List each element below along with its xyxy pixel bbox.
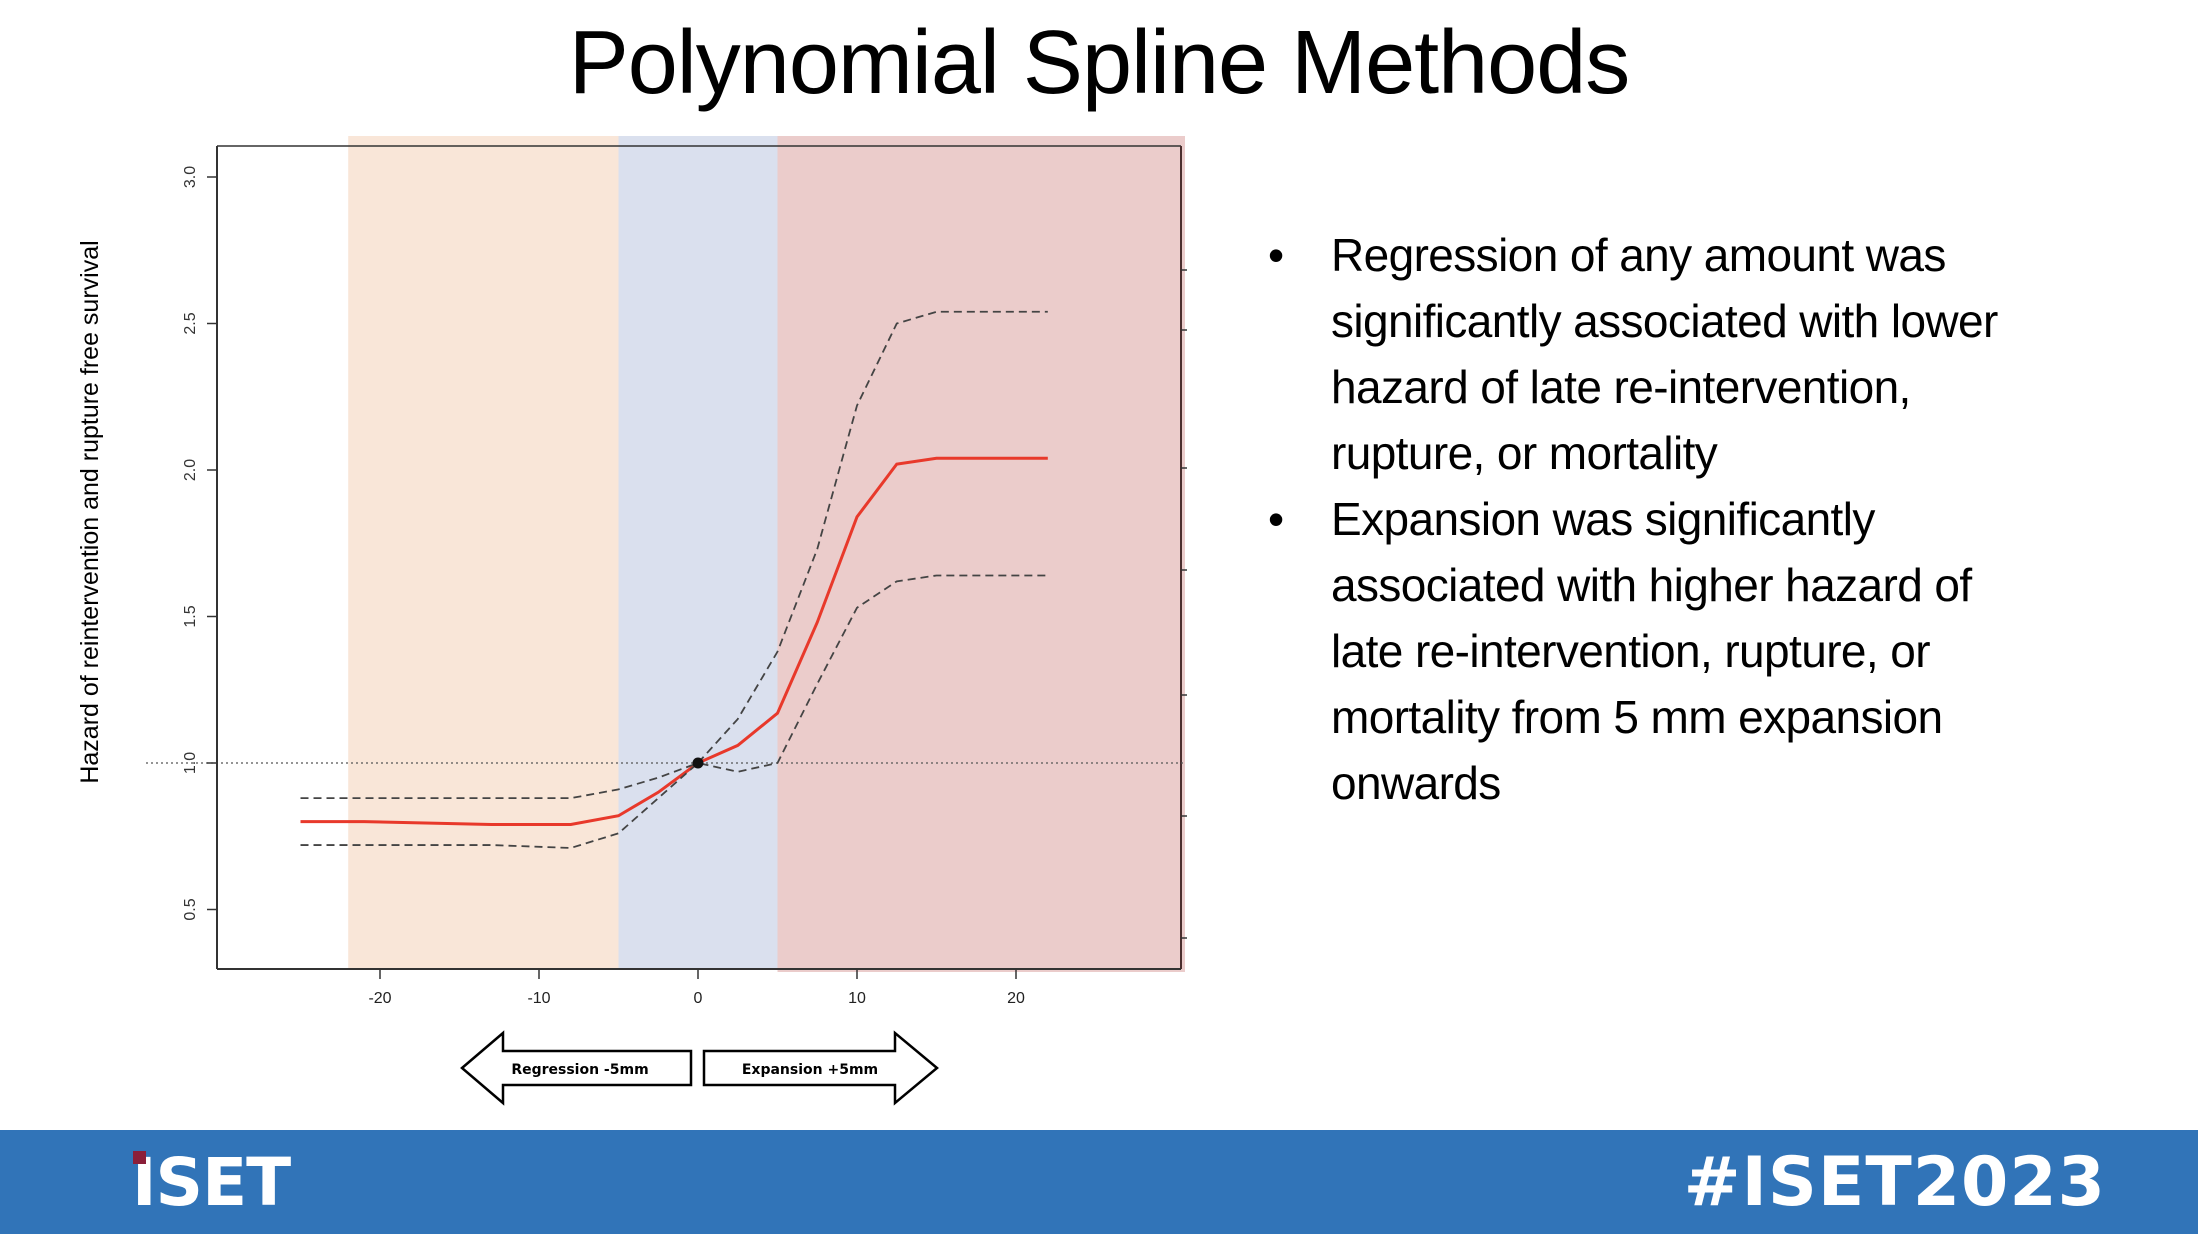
reference-point-icon bbox=[692, 757, 704, 769]
bullet-line: significantly associated with lower bbox=[1331, 295, 1998, 347]
logo-accent-icon bbox=[133, 1151, 146, 1164]
axes: 0.5 1.0 1.5 2.0 2.5 3.0 -20 -10 0 10 20 bbox=[182, 146, 1181, 1007]
data-series bbox=[300, 310, 1048, 849]
x-tick-label: 10 bbox=[848, 990, 866, 1007]
bullet-item: • Expansion was significantly associated… bbox=[1268, 486, 2168, 816]
y-tick-label: 1.5 bbox=[182, 605, 199, 627]
bullet-icon: • bbox=[1268, 493, 1284, 545]
y-axis-label: Hazard of reintervention and rupture fre… bbox=[76, 240, 104, 783]
bullet-line: mortality from 5 mm expansion bbox=[1331, 691, 1943, 743]
bullet-list: • Regression of any amount was significa… bbox=[1268, 222, 2168, 816]
bullet-item: • Regression of any amount was significa… bbox=[1268, 222, 2168, 486]
expansion-arrow: Expansion +5mm bbox=[702, 1030, 939, 1106]
x-tick-label: -20 bbox=[368, 990, 391, 1007]
bullet-icon: • bbox=[1268, 229, 1284, 281]
x-tick-label: 20 bbox=[1007, 990, 1025, 1007]
bullet-line: Expansion was significantly bbox=[1331, 493, 1875, 545]
region-bands bbox=[348, 136, 1185, 972]
bullet-line: onwards bbox=[1331, 757, 1501, 809]
y-tick-label: 3.0 bbox=[182, 166, 199, 188]
iset-logo: ISET bbox=[132, 1144, 291, 1221]
region-expansion bbox=[777, 136, 1185, 972]
series-upper-95-ci bbox=[300, 310, 1048, 800]
plot-frame bbox=[217, 145, 1187, 969]
x-tick-label: 0 bbox=[694, 990, 703, 1007]
y-tick-label: 1.0 bbox=[182, 752, 199, 774]
bullet-line: hazard of late re-intervention, bbox=[1331, 361, 1911, 413]
arrow-left-icon bbox=[460, 1030, 693, 1106]
region-regression bbox=[348, 136, 619, 969]
bullet-line: late re-intervention, rupture, or bbox=[1331, 625, 1931, 677]
y-tick-label: 2.0 bbox=[182, 459, 199, 481]
regression-label: Regression -5mm bbox=[511, 1062, 648, 1078]
series-hazard-ratio bbox=[300, 456, 1048, 827]
y-tick-label: 2.5 bbox=[182, 312, 199, 334]
bullet-line: rupture, or mortality bbox=[1331, 427, 1718, 479]
bullet-line: associated with higher hazard of bbox=[1331, 559, 1972, 611]
bullet-line: Regression of any amount was bbox=[1331, 229, 1946, 281]
footer-bar: ISET #ISET2023 bbox=[0, 1130, 2198, 1234]
regression-arrow: Regression -5mm bbox=[460, 1030, 693, 1106]
arrow-right-icon bbox=[702, 1030, 939, 1106]
region-stable bbox=[618, 136, 778, 969]
x-tick-label: -10 bbox=[527, 990, 550, 1007]
hashtag: #ISET2023 bbox=[1683, 1143, 2106, 1222]
y-tick-label: 0.5 bbox=[182, 898, 199, 920]
expansion-label: Expansion +5mm bbox=[742, 1062, 878, 1078]
spline-chart: 0.5 1.0 1.5 2.0 2.5 3.0 -20 -10 0 10 20 Hazard of … bbox=[76, 136, 1187, 1106]
series-lower-95-ci bbox=[300, 574, 1048, 849]
slide-title: Polynomial Spline Methods bbox=[568, 13, 1631, 113]
